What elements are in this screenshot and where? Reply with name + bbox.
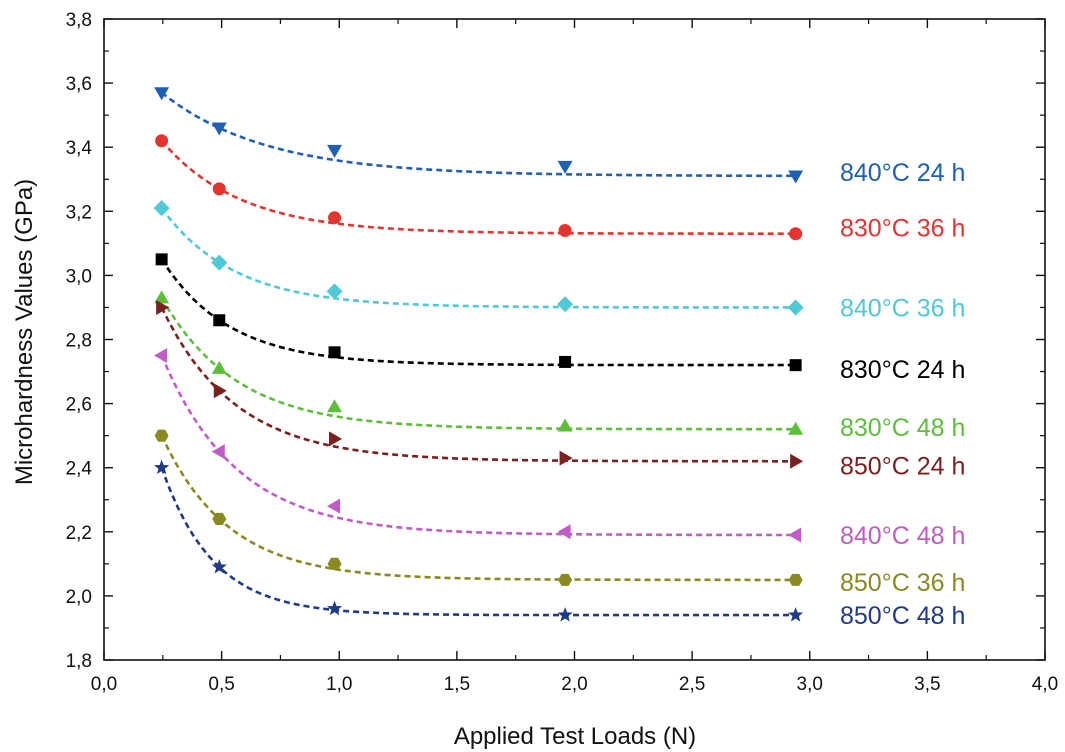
data-point [328,211,342,225]
y-tick-label: 2,6 [66,395,92,416]
x-tick-label: 3,0 [797,674,823,695]
data-point [329,431,343,447]
series-labels: 840°C 24 h 830°C 36 h 840°C 36 h 830°C 24 h… [840,159,965,630]
data-point [213,314,226,327]
series-label: 830°C 48 h [840,414,965,442]
data-point [154,87,170,101]
data-point [212,512,227,526]
data-point [154,429,169,442]
data-point [557,524,571,540]
y-tick-label: 2,4 [66,459,93,480]
data-point [788,170,804,184]
fit-line [160,467,796,617]
x-tick-label: 3,5 [914,674,940,695]
fit-line [160,306,796,463]
y-tick-label: 3,4 [66,138,93,159]
fit-line [160,297,796,431]
series-label: 850°C 36 h [840,569,965,597]
y-tick-label: 2,0 [66,587,92,608]
data-point [327,399,343,413]
data-points [153,87,804,622]
data-point [211,444,225,460]
data-point [557,296,574,313]
y-tick-label: 3,0 [66,266,92,287]
data-point [326,283,343,300]
data-point [211,122,227,136]
data-point [155,134,169,148]
data-point [559,355,572,368]
y-axis-title: Microhardness Values (GPa) [11,179,38,485]
data-point [788,607,804,622]
data-point [790,453,804,469]
data-point [327,498,341,514]
plot-frame [103,18,1046,661]
data-point [211,254,228,271]
y-tick-label: 3,2 [66,202,92,223]
data-point [557,418,573,432]
data-point [211,360,227,374]
x-tick-label: 2,0 [561,674,587,695]
data-point [154,290,170,304]
data-point [326,600,343,616]
data-point [559,450,573,466]
fit-lines [160,91,796,617]
axes-frame: 0,0 0,5 1,0 1,5 2,0 2,5 3,0 3,5 4,0 1,8 2,0 2,2 2,4 2… [66,10,1059,695]
data-point [558,573,573,586]
series-label: 840°C 24 h [840,159,965,187]
data-point [213,383,227,399]
y-tick-label: 3,8 [66,10,92,31]
x-tick-label: 1,0 [326,674,352,695]
x-tick-label: 4,0 [1032,674,1058,695]
data-point [788,527,802,543]
x-tick-label: 1,5 [444,674,470,695]
x-tick-label: 0,5 [208,674,234,695]
x-tick-label: 0,0 [91,674,117,695]
data-point [787,299,804,316]
series-label: 840°C 36 h [840,294,965,322]
data-point [154,459,170,475]
data-point [327,144,343,158]
data-point [558,224,572,238]
fit-line [160,258,796,367]
data-point [789,359,802,372]
series-label: 830°C 24 h [840,356,965,384]
data-point [788,573,803,586]
series-label: 850°C 24 h [840,452,965,480]
data-point [153,200,170,217]
fit-line [160,139,796,235]
series-label: 850°C 48 h [840,602,965,630]
data-point [154,348,168,364]
data-point [557,160,573,174]
y-tick-label: 3,6 [66,74,92,95]
series-label: 830°C 36 h [840,215,965,243]
data-point [789,227,803,241]
data-point [327,557,342,570]
x-tick-label: 2,5 [679,674,705,695]
data-point [557,607,573,622]
y-tick-label: 1,8 [66,651,92,672]
data-point [155,253,168,266]
data-point [156,299,170,315]
data-point [211,559,227,574]
x-axis-title: Applied Test Loads (N) [454,723,696,750]
data-point [328,346,341,359]
fit-line [160,354,796,537]
data-point [788,421,804,435]
fit-line [160,435,796,582]
fit-line [160,207,796,309]
data-point [212,182,226,196]
fit-line [160,91,796,178]
series-label: 840°C 48 h [840,522,965,550]
y-tick-label: 2,2 [66,523,92,544]
y-tick-label: 2,8 [66,331,92,352]
